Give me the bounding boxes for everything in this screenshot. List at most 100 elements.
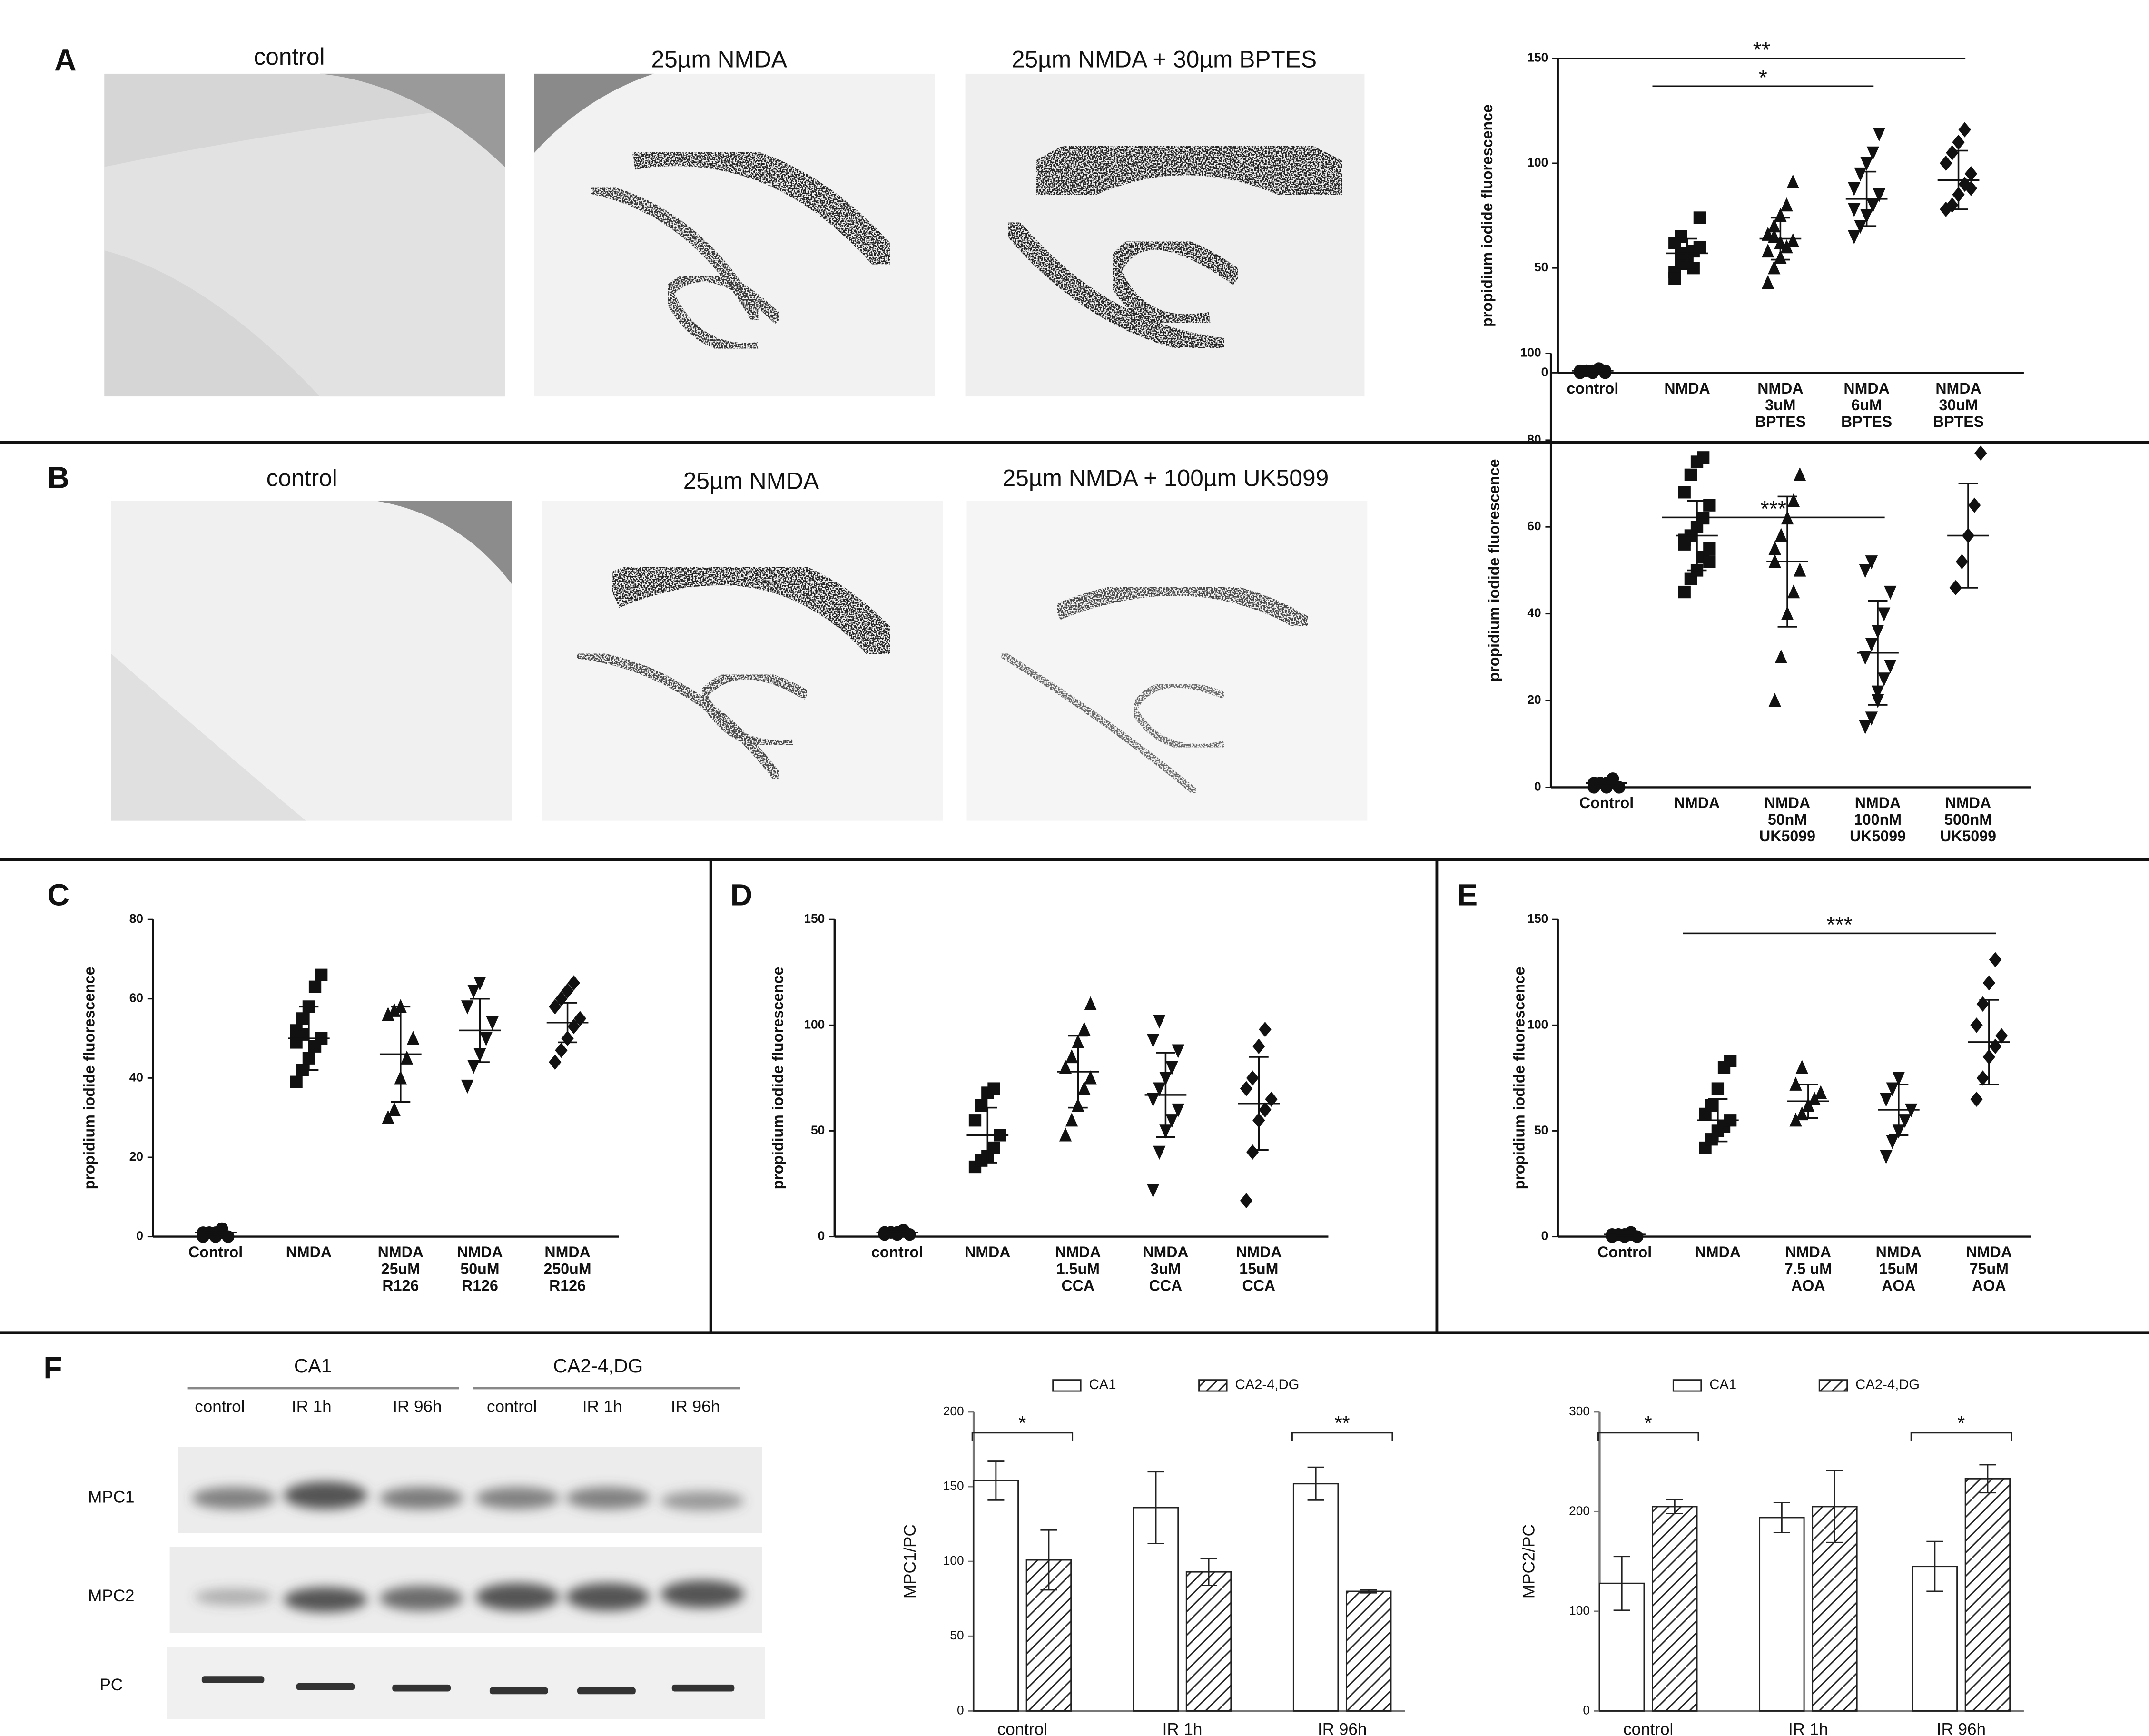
panel-label: F <box>43 1351 62 1385</box>
y-tick-label: 0 <box>818 1229 825 1243</box>
data-point <box>480 1032 493 1046</box>
bar <box>1652 1506 1698 1712</box>
error-bar <box>1147 1471 1164 1544</box>
error-bar <box>1583 369 1603 373</box>
y-tick-label: 0 <box>136 1229 143 1243</box>
data-point <box>1898 1114 1912 1128</box>
x-tick-label: 3uM <box>1150 1260 1181 1277</box>
image-caption: 25µm NMDA + 30µm BPTES <box>1012 46 1317 73</box>
x-tick-label: Control <box>188 1243 243 1261</box>
x-tick-label: 50uM <box>460 1260 499 1277</box>
panel-label: E <box>1457 878 1478 912</box>
data-point <box>1787 584 1800 599</box>
x-tick-label: 500nM <box>1944 811 1992 828</box>
data-point <box>1678 585 1691 599</box>
x-tick-label: IR 1h <box>1788 1720 1828 1736</box>
bar <box>1759 1517 1805 1712</box>
error-bar <box>1307 1466 1324 1501</box>
data-point <box>1786 174 1799 188</box>
legend-label: CA1 <box>1709 1377 1736 1392</box>
data-point <box>1866 198 1879 213</box>
panel-label: C <box>48 878 69 912</box>
data-point <box>549 1054 562 1070</box>
data-point <box>1711 1082 1725 1095</box>
micrograph-b-nmda <box>542 501 943 821</box>
data-point <box>388 1102 401 1116</box>
data-point <box>1172 1044 1184 1058</box>
y-tick-label: 60 <box>129 991 143 1005</box>
data-point <box>987 1141 1000 1154</box>
error-bar <box>987 1460 1005 1501</box>
data-point <box>1976 996 1989 1012</box>
x-tick-label: AOA <box>1972 1277 2006 1294</box>
data-point <box>1703 542 1716 555</box>
data-point <box>1982 975 1996 991</box>
y-tick-label: 40 <box>129 1070 143 1084</box>
data-point <box>406 1031 420 1045</box>
data-point <box>1786 233 1799 247</box>
blot-group-label: CA2-4,DG <box>553 1355 643 1377</box>
blot-row-label: MPC1 <box>88 1488 134 1506</box>
data-point <box>1794 562 1806 577</box>
data-point <box>1703 555 1716 568</box>
data-point <box>1668 272 1681 285</box>
y-tick-label: 150 <box>1527 911 1548 926</box>
significance-label: * <box>1018 1412 1026 1434</box>
data-point <box>1165 1114 1178 1128</box>
x-tick-label: 3uM <box>1765 396 1795 414</box>
data-point <box>1865 555 1878 570</box>
y-axis-label: MPC2/PC <box>1520 1524 1538 1598</box>
x-tick-label: 75uM <box>1970 1260 2009 1277</box>
image-caption: 25µm NMDA <box>683 467 819 494</box>
micrograph-a-control <box>104 73 505 397</box>
micrograph-b-uk5099 <box>966 501 1368 821</box>
x-tick-label: NMDA <box>1785 1243 1831 1261</box>
y-tick-label: 0 <box>1534 779 1541 793</box>
data-point <box>1678 538 1691 551</box>
data-point <box>1878 672 1891 687</box>
significance-bracket <box>971 1432 1074 1441</box>
x-tick-label: BPTES <box>1933 413 1984 430</box>
significance-bracket <box>1910 1432 2012 1441</box>
data-point <box>1246 1144 1259 1160</box>
error-bar <box>1200 1558 1217 1586</box>
western-blot <box>167 1387 765 1719</box>
data-point <box>1146 1093 1160 1107</box>
x-tick-label: NMDA <box>1935 380 1981 397</box>
data-point <box>897 1224 910 1237</box>
y-tick-label: 100 <box>1527 155 1548 169</box>
data-point <box>1859 564 1872 578</box>
data-point <box>1848 182 1861 196</box>
error-bar <box>1798 1083 1818 1119</box>
data-point <box>1165 1061 1178 1075</box>
y-tick-label: 0 <box>1541 1229 1548 1243</box>
data-point <box>1787 493 1800 507</box>
x-tick-label: NMDA <box>1664 380 1710 397</box>
error-bar <box>1926 1540 1943 1592</box>
data-point <box>1768 541 1781 555</box>
x-tick-label: NMDA <box>1876 1243 1922 1261</box>
image-caption: 25µm NMDA <box>651 46 787 73</box>
x-tick-label: NMDA <box>1843 380 1889 397</box>
x-tick-label: BPTES <box>1755 413 1806 430</box>
x-tick-label: NMDA <box>286 1243 332 1261</box>
data-point <box>1059 1127 1072 1142</box>
image-caption: control <box>254 43 325 70</box>
y-axis-label: propidium iodide fluorescence <box>80 967 98 1189</box>
data-point <box>1684 468 1697 481</box>
error-bar <box>1770 217 1790 261</box>
data-point <box>1146 1034 1160 1048</box>
data-point <box>486 1016 499 1030</box>
data-point <box>400 1050 414 1065</box>
data-point <box>1970 1017 1983 1033</box>
data-point <box>1989 952 2002 967</box>
x-tick-label: UK5099 <box>1940 828 1996 845</box>
bar <box>1185 1571 1232 1712</box>
y-tick-label: 40 <box>1527 606 1541 620</box>
error-bar <box>391 1006 411 1103</box>
data-point <box>987 1082 1000 1095</box>
data-point <box>1761 243 1774 258</box>
x-tick-label: NMDA <box>1855 794 1901 811</box>
data-point <box>1789 1113 1802 1127</box>
